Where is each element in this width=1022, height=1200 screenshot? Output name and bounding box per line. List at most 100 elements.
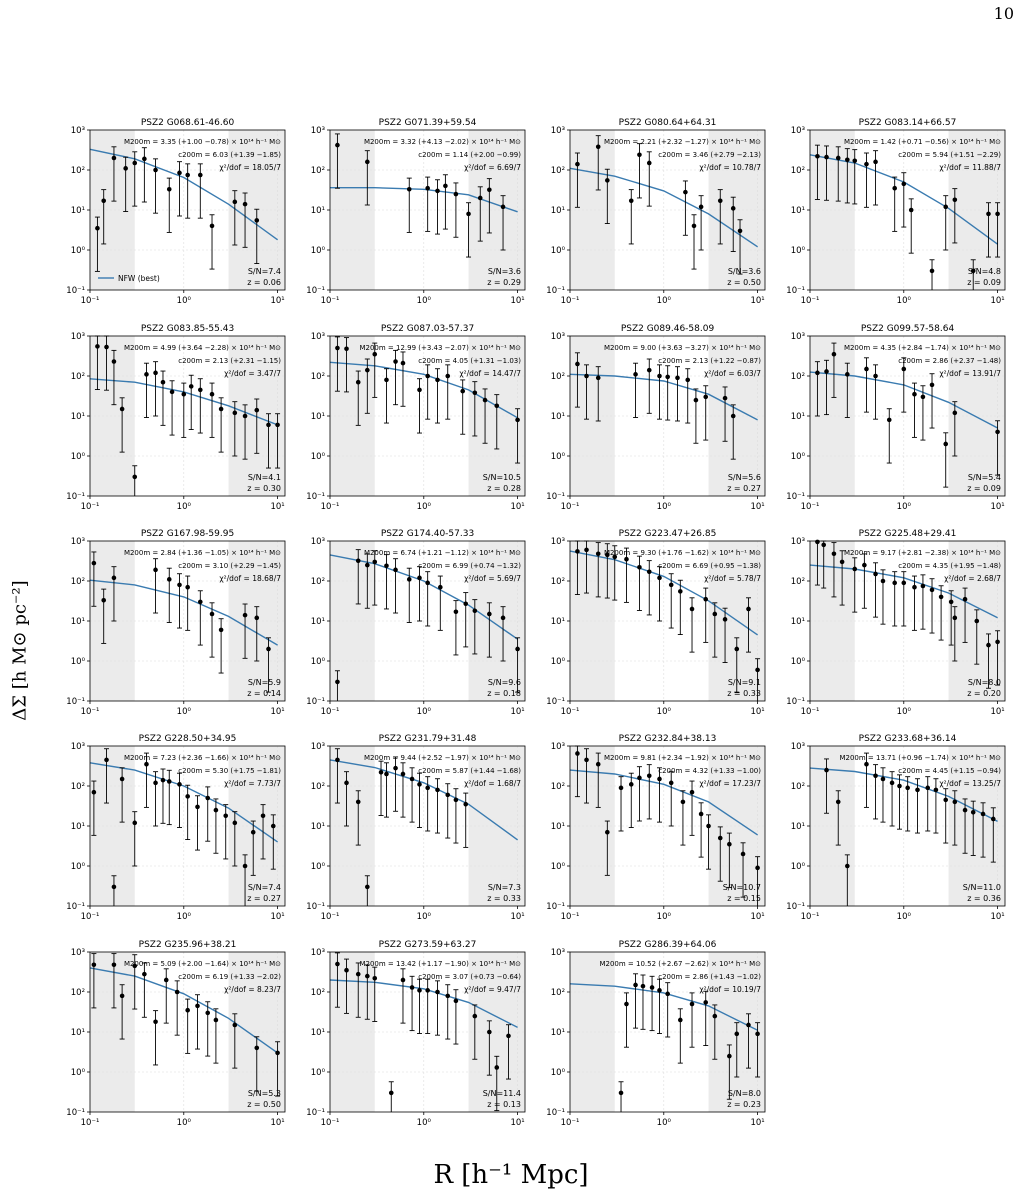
chi2-annotation: χ²/dof = 10.78/7: [699, 163, 761, 172]
data-point: [209, 223, 215, 229]
y-tick-label: 10¹: [71, 206, 85, 216]
data-point: [698, 204, 704, 210]
x-tick-label: 10¹: [990, 912, 1004, 922]
x-tick-label: 10¹: [510, 1118, 524, 1128]
y-tick-label: 10³: [791, 742, 805, 752]
data-point: [443, 183, 448, 189]
data-point: [400, 977, 406, 983]
data-point: [388, 1090, 394, 1096]
data-point: [646, 773, 652, 779]
data-point: [628, 198, 634, 204]
data-point: [242, 413, 248, 419]
data-point: [618, 1090, 624, 1096]
data-point: [835, 799, 841, 805]
y-tick-label: 10⁰: [791, 862, 806, 872]
data-point: [142, 971, 147, 977]
panel: 10⁻¹ 10⁰ 10¹ 10² 10³ 10⁻¹ 10⁰ 10¹ PSZ2 G231.79+3…: [306, 734, 526, 922]
data-point: [575, 549, 580, 554]
x-tick-label: 10¹: [270, 707, 284, 717]
data-point: [406, 186, 412, 192]
concentration-annotation: c200m = 6.19 (+1.33 −2.02): [178, 973, 281, 981]
data-point: [384, 563, 389, 569]
data-point: [933, 787, 939, 793]
y-tick-label: 10⁻¹: [546, 286, 565, 296]
chi2-annotation: χ²/dof = 11.88/7: [939, 163, 1001, 172]
model-line: [89, 967, 279, 1054]
concentration-annotation: c200m = 5.30 (+1.75 −1.81): [178, 767, 281, 775]
panel: 10⁻¹ 10⁰ 10¹ 10² 10³ 10⁻¹ 10⁰ 10¹ PSZ2 G223.47+2…: [546, 529, 766, 717]
data-point: [584, 373, 589, 379]
y-tick-label: 10⁰: [311, 1068, 326, 1078]
y-tick-label: 10⁻¹: [546, 1108, 565, 1118]
data-point: [689, 789, 695, 795]
data-point: [232, 199, 238, 205]
mass-annotation: M200m = 5.09 (+2.00 −1.64) × 10¹⁴ h⁻¹ M⊙: [124, 960, 281, 968]
redshift-annotation: z = 0.50: [247, 1100, 281, 1109]
panel: 10⁻¹ 10⁰ 10¹ 10² 10³ 10⁻¹ 10⁰ 10¹ PSZ2 G174.40-5…: [306, 529, 526, 717]
y-tick-label: 10¹: [791, 206, 805, 216]
x-tick-label: 10⁰: [177, 296, 192, 306]
y-tick-label: 10⁰: [551, 1068, 566, 1078]
data-point: [915, 787, 920, 793]
panel-title: PSZ2 G089.46-58.09: [621, 324, 715, 334]
panel: 10⁻¹ 10⁰ 10¹ 10² 10³ 10⁻¹ 10⁰ 10¹ PSZ2 G167.98-5…: [66, 529, 286, 717]
y-tick-label: 10³: [551, 948, 565, 958]
data-point: [821, 542, 827, 548]
data-point: [584, 757, 589, 763]
data-point: [712, 611, 718, 617]
x-tick-label: 10⁻¹: [561, 912, 580, 922]
data-point: [995, 639, 1000, 645]
panel-title: PSZ2 G286.39+64.06: [619, 940, 717, 950]
x-tick-label: 10¹: [510, 912, 524, 922]
y-tick-label: 10²: [71, 988, 85, 998]
data-point: [929, 382, 935, 388]
panel: 10⁻¹ 10⁰ 10¹ 10² 10³ 10⁻¹ 10⁰ 10¹ PSZ2 G068.61-4…: [66, 118, 286, 306]
data-point: [746, 606, 751, 612]
data-point: [335, 142, 340, 148]
y-tick-label: 10¹: [311, 822, 325, 832]
shaded-region: [90, 952, 135, 1112]
redshift-annotation: z = 0.06: [247, 278, 281, 287]
data-point: [943, 441, 949, 447]
data-point: [901, 580, 907, 586]
y-tick-label: 10¹: [71, 1028, 85, 1038]
data-point: [453, 998, 459, 1004]
data-point: [91, 560, 97, 566]
data-point: [355, 799, 361, 805]
x-tick-label: 10⁰: [657, 296, 672, 306]
data-point: [995, 211, 1000, 217]
y-tick-label: 10⁻¹: [66, 492, 85, 502]
data-point: [181, 391, 187, 397]
y-tick-label: 10³: [791, 537, 805, 547]
y-tick-label: 10⁻¹: [786, 286, 805, 296]
data-point: [815, 154, 820, 159]
y-tick-label: 10¹: [71, 412, 85, 422]
y-tick-label: 10⁻¹: [66, 697, 85, 707]
shaded-region: [330, 336, 375, 496]
data-point: [95, 225, 100, 231]
data-point: [974, 618, 980, 624]
y-tick-label: 10³: [71, 742, 85, 752]
data-point: [250, 829, 256, 835]
chi2-annotation: χ²/dof = 5.69/7: [464, 574, 521, 583]
data-point: [628, 782, 634, 787]
concentration-annotation: c200m = 1.14 (+2.00 −0.99): [418, 151, 521, 159]
y-tick-label: 10³: [311, 126, 325, 136]
data-point: [624, 1001, 629, 1007]
data-point: [242, 201, 248, 207]
data-point: [703, 1000, 709, 1005]
data-point: [995, 429, 1000, 435]
data-point: [153, 167, 158, 173]
model-line: [330, 187, 518, 213]
redshift-annotation: z = 0.09: [967, 278, 1001, 287]
data-point: [612, 554, 618, 560]
panel-title: PSZ2 G083.85-55.43: [141, 324, 234, 334]
data-point: [91, 962, 97, 968]
data-point: [920, 394, 926, 400]
mass-annotation: M200m = 4.99 (+3.64 −2.28) × 10¹⁴ h⁻¹ M⊙: [124, 344, 281, 352]
data-point: [417, 782, 422, 787]
panel: 10⁻¹ 10⁰ 10¹ 10² 10³ 10⁻¹ 10⁰ 10¹ PSZ2 G083.85-5…: [66, 324, 286, 512]
x-tick-label: 10⁰: [417, 1118, 432, 1128]
data-point: [689, 606, 695, 612]
data-point: [691, 223, 697, 229]
